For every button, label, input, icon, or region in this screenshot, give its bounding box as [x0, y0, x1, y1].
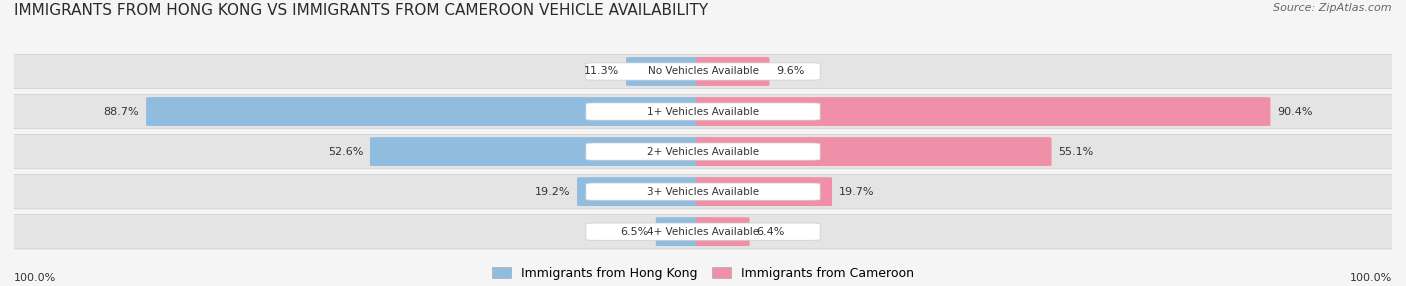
- FancyBboxPatch shape: [696, 57, 769, 86]
- Text: 100.0%: 100.0%: [1350, 273, 1392, 283]
- FancyBboxPatch shape: [586, 143, 820, 160]
- Text: 1+ Vehicles Available: 1+ Vehicles Available: [647, 107, 759, 116]
- Text: 6.4%: 6.4%: [756, 227, 785, 237]
- Text: 11.3%: 11.3%: [583, 67, 619, 76]
- Text: 19.2%: 19.2%: [534, 187, 571, 196]
- FancyBboxPatch shape: [586, 223, 820, 240]
- Text: 3+ Vehicles Available: 3+ Vehicles Available: [647, 187, 759, 196]
- FancyBboxPatch shape: [0, 134, 1406, 169]
- FancyBboxPatch shape: [0, 94, 1406, 129]
- FancyBboxPatch shape: [586, 183, 820, 200]
- Text: 55.1%: 55.1%: [1059, 147, 1094, 156]
- FancyBboxPatch shape: [586, 103, 820, 120]
- Text: 4+ Vehicles Available: 4+ Vehicles Available: [647, 227, 759, 237]
- Text: 88.7%: 88.7%: [104, 107, 139, 116]
- FancyBboxPatch shape: [0, 174, 1406, 209]
- FancyBboxPatch shape: [696, 217, 749, 246]
- FancyBboxPatch shape: [370, 137, 710, 166]
- FancyBboxPatch shape: [626, 57, 710, 86]
- Text: No Vehicles Available: No Vehicles Available: [648, 67, 758, 76]
- Text: 90.4%: 90.4%: [1277, 107, 1313, 116]
- FancyBboxPatch shape: [696, 137, 1052, 166]
- Text: 9.6%: 9.6%: [776, 67, 804, 76]
- Text: 52.6%: 52.6%: [328, 147, 363, 156]
- FancyBboxPatch shape: [696, 177, 832, 206]
- FancyBboxPatch shape: [696, 97, 1271, 126]
- Text: 19.7%: 19.7%: [839, 187, 875, 196]
- Text: 6.5%: 6.5%: [620, 227, 650, 237]
- FancyBboxPatch shape: [576, 177, 710, 206]
- FancyBboxPatch shape: [0, 214, 1406, 249]
- Legend: Immigrants from Hong Kong, Immigrants from Cameroon: Immigrants from Hong Kong, Immigrants fr…: [492, 267, 914, 280]
- Text: 100.0%: 100.0%: [14, 273, 56, 283]
- FancyBboxPatch shape: [655, 217, 710, 246]
- Text: 2+ Vehicles Available: 2+ Vehicles Available: [647, 147, 759, 156]
- Text: IMMIGRANTS FROM HONG KONG VS IMMIGRANTS FROM CAMEROON VEHICLE AVAILABILITY: IMMIGRANTS FROM HONG KONG VS IMMIGRANTS …: [14, 3, 709, 18]
- FancyBboxPatch shape: [0, 54, 1406, 89]
- FancyBboxPatch shape: [586, 63, 820, 80]
- Text: Source: ZipAtlas.com: Source: ZipAtlas.com: [1274, 3, 1392, 13]
- FancyBboxPatch shape: [146, 97, 710, 126]
